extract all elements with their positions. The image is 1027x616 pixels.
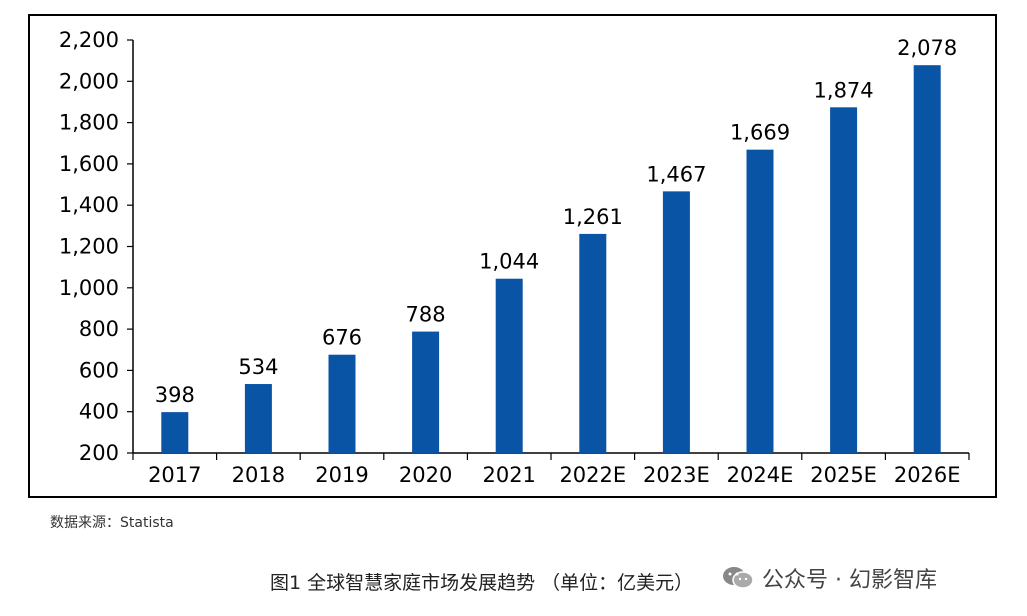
data-label: 1,669 — [730, 121, 790, 145]
bar — [830, 107, 858, 453]
data-label: 534 — [238, 355, 278, 379]
data-label: 1,261 — [563, 205, 623, 229]
data-label: 2,078 — [897, 36, 957, 60]
bar — [913, 65, 941, 454]
watermark: 公众号 · 幻影智库 — [722, 562, 937, 594]
bar — [662, 191, 690, 453]
x-tick-label: 2023E — [643, 463, 710, 487]
bar — [244, 384, 272, 453]
x-tick-label: 2025E — [810, 463, 877, 487]
y-tick-label: 1,000 — [59, 276, 119, 300]
y-tick-label: 600 — [79, 358, 119, 382]
y-tick-label: 2,200 — [59, 28, 119, 52]
bar — [495, 278, 523, 453]
data-label: 1,874 — [814, 78, 874, 102]
x-tick-label: 2020 — [399, 463, 452, 487]
bar — [161, 412, 189, 453]
wechat-icon — [723, 567, 754, 589]
bar — [746, 149, 774, 454]
y-tick-label: 2,000 — [59, 69, 119, 93]
x-tick-label: 2026E — [894, 463, 961, 487]
data-label: 788 — [406, 303, 446, 327]
y-tick-label: 1,200 — [59, 235, 119, 259]
y-tick-label: 1,800 — [59, 111, 119, 135]
data-label: 1,467 — [646, 162, 706, 186]
x-tick-label: 2022E — [559, 463, 626, 487]
chart-frame: 200 400 600 800 1,000 1,200 1,400 1,600 1,800 2,0… — [28, 14, 997, 498]
x-tick-label: 2024E — [727, 463, 794, 487]
y-tick-label: 400 — [79, 400, 119, 424]
source-note: 数据来源：Statista — [50, 515, 174, 531]
x-tick-label: 2019 — [315, 463, 368, 487]
x-tick-label: 2018 — [232, 463, 285, 487]
bar-chart: 200 400 600 800 1,000 1,200 1,400 1,600 1,800 2,0… — [59, 28, 970, 487]
y-tick-label: 800 — [79, 317, 119, 341]
watermark-text: 公众号 · 幻影智库 — [762, 568, 937, 593]
figure-caption: 图1 全球智慧家庭市场发展趋势 （单位：亿美元） — [270, 572, 694, 594]
data-label: 398 — [155, 383, 195, 407]
x-tick-label: 2017 — [148, 463, 201, 487]
bar — [579, 233, 607, 453]
y-tick-label: 1,400 — [59, 193, 119, 217]
x-tick-label: 2021 — [482, 463, 535, 487]
y-tick-label: 1,600 — [59, 152, 119, 176]
data-label: 676 — [322, 326, 362, 350]
bar — [328, 354, 356, 453]
data-label: 1,044 — [479, 250, 539, 274]
bar — [412, 331, 440, 453]
y-tick-label: 200 — [79, 441, 119, 465]
